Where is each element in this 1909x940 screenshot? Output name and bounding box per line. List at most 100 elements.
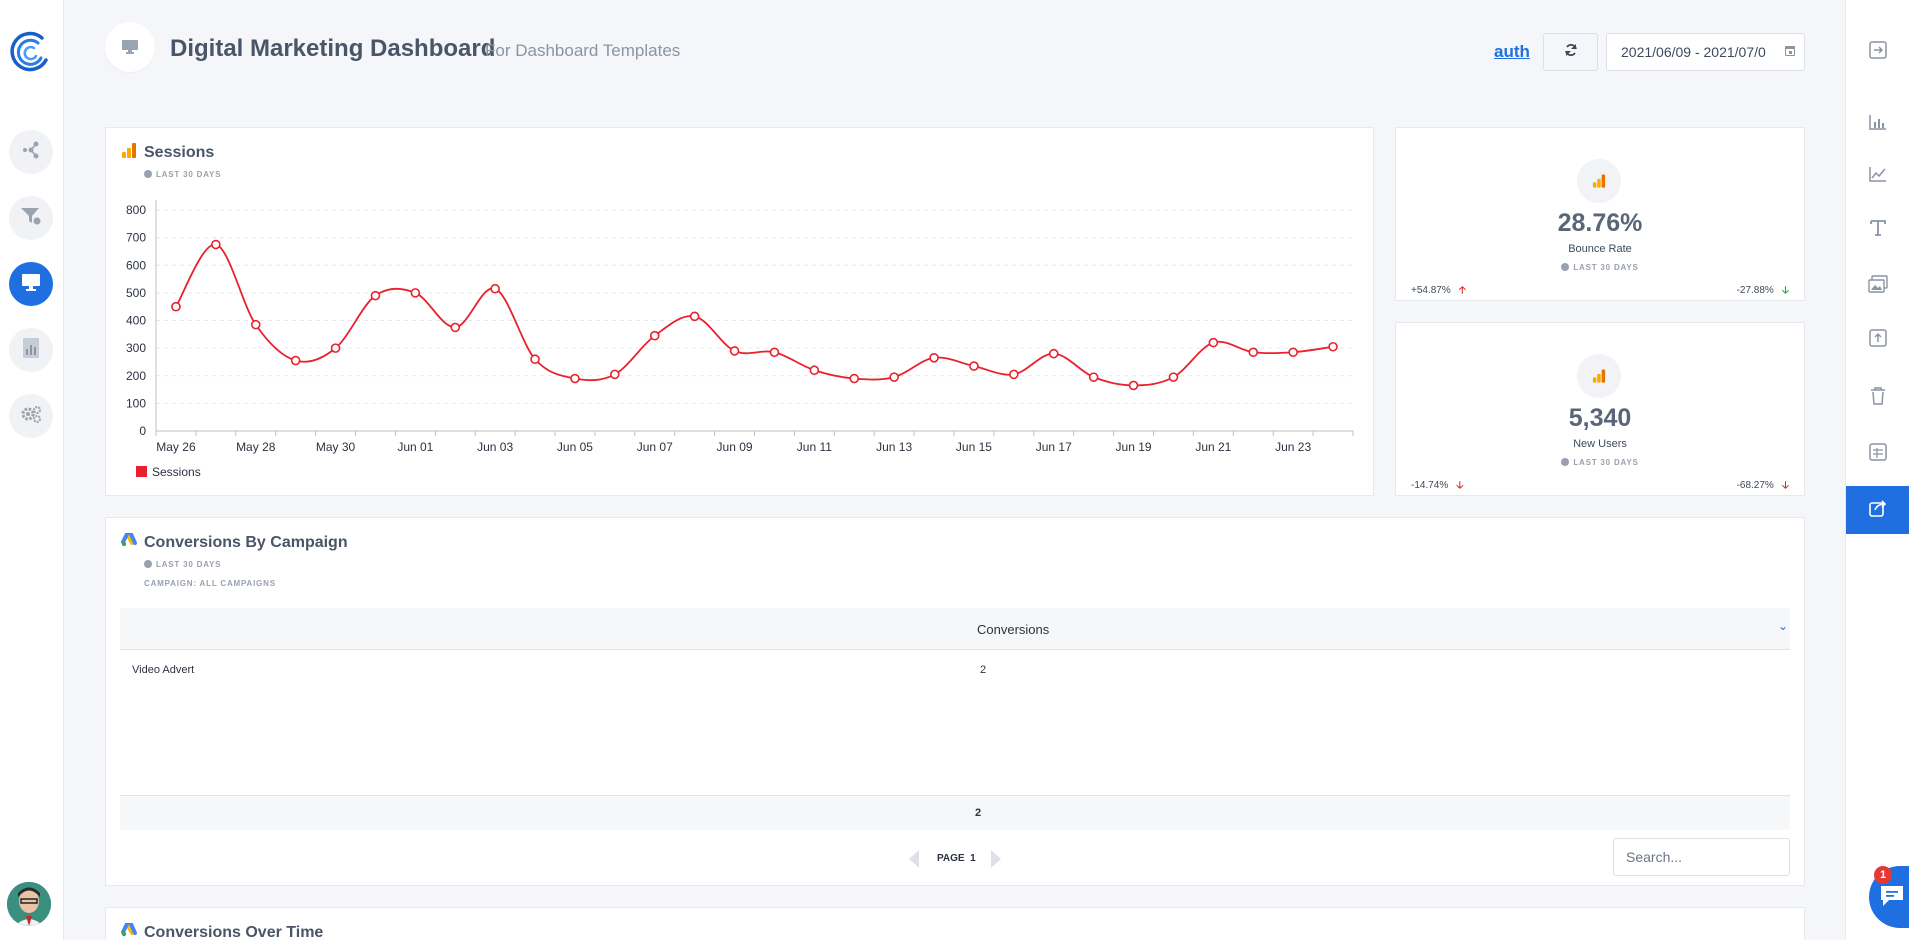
x-tick-label: May 28 (236, 440, 276, 454)
chat-notification-badge: 1 (1874, 866, 1892, 884)
google-ads-icon (121, 532, 137, 552)
data-point (809, 365, 820, 376)
users-delta-left: -14.74% 🡣 (1411, 478, 1463, 495)
add-line-chart-button[interactable] (1846, 152, 1909, 200)
add-text-button[interactable] (1846, 206, 1909, 254)
data-point (490, 283, 500, 294)
globe-icon (1561, 263, 1570, 271)
globe-icon (144, 560, 152, 568)
nav-settings[interactable] (9, 394, 53, 438)
data-point (889, 372, 899, 382)
bounce-delta-right-value: -27.88% (1736, 285, 1774, 296)
add-bar-chart-button[interactable] (1846, 100, 1909, 148)
bounce-rate-period-text: LAST 30 DAYS (1573, 263, 1639, 272)
sessions-card: Sessions LAST 30 DAYS 0 100 200 300 400 500 60… (105, 127, 1374, 496)
y-tick-label: 600 (126, 258, 146, 272)
google-ads-icon (121, 922, 137, 940)
add-table-button[interactable] (1846, 430, 1909, 478)
globe-icon (144, 170, 152, 178)
data-point (649, 330, 660, 341)
bounce-rate-period: LAST 30 DAYS (1396, 263, 1804, 272)
data-point (570, 373, 580, 384)
x-tick-label: Jun 07 (637, 440, 673, 454)
search-input[interactable] (1613, 838, 1790, 876)
sessions-line-chart: 0 100 200 300 400 500 600 700 800 May 26 May 28 May… (126, 200, 1354, 479)
google-analytics-icon (1577, 159, 1621, 203)
data-point (1168, 372, 1179, 382)
table-icon (1868, 442, 1888, 467)
x-tick-label: Jun 09 (717, 440, 753, 454)
y-tick-label: 500 (126, 286, 146, 300)
page-subtitle: For Dashboard Templates (485, 41, 681, 60)
upload-button[interactable] (1846, 316, 1909, 364)
data-point (211, 239, 221, 250)
x-tick-label: Jun 13 (876, 440, 912, 454)
new-users-period-text: LAST 30 DAYS (1573, 458, 1639, 467)
sessions-title: Sessions (144, 144, 215, 161)
y-tick-label: 200 (126, 369, 146, 383)
users-delta-left-value: -14.74% (1411, 480, 1449, 491)
data-point (1009, 369, 1019, 380)
delete-button[interactable] (1846, 374, 1909, 422)
page-title: Digital Marketing Dashboard (170, 35, 496, 62)
bounce-rate-card: 28.76% Bounce Rate LAST 30 DAYS +54.87% 🡡… (1395, 127, 1805, 301)
google-analytics-icon (1577, 354, 1621, 398)
data-point (1128, 380, 1139, 391)
logo-icon[interactable] (8, 30, 52, 74)
avatar[interactable] (7, 882, 51, 926)
nav-connections[interactable] (9, 130, 53, 174)
arrow-down-icon: 🡣 (1456, 480, 1464, 491)
monitor-icon (20, 272, 42, 297)
nav-funnel[interactable] (9, 196, 53, 240)
left-sidebar (0, 0, 64, 940)
share-button[interactable] (1846, 486, 1909, 534)
x-tick-label: Jun 15 (956, 440, 992, 454)
refresh-button[interactable] (1543, 33, 1598, 71)
dashboard-icon (105, 22, 155, 72)
add-image-button[interactable] (1846, 262, 1909, 310)
chevron-down-icon[interactable]: ⌄ (1777, 619, 1788, 633)
prev-page-icon[interactable] (909, 850, 919, 868)
auth-link[interactable]: auth (1494, 42, 1530, 61)
next-page-icon[interactable] (991, 850, 1001, 868)
nav-reports[interactable] (9, 328, 53, 372)
data-point (370, 290, 381, 301)
data-point (1288, 347, 1298, 358)
connections-icon (21, 140, 41, 165)
exit-button[interactable] (1846, 28, 1909, 76)
total-conversions: 2 (975, 807, 982, 819)
y-tick-label: 800 (126, 203, 146, 217)
new-users-card: 5,340 New Users LAST 30 DAYS -14.74% 🡣 -6… (1395, 322, 1805, 496)
nav-dashboards[interactable] (9, 262, 53, 306)
data-point (1208, 337, 1219, 348)
users-delta-right-value: -68.27% (1736, 480, 1774, 491)
conversions-period-text: LAST 30 DAYS (156, 560, 222, 569)
conversions-period: LAST 30 DAYS (144, 560, 221, 569)
new-users-value: 5,340 (1568, 404, 1632, 432)
bounce-rate-value: 28.76% (1557, 209, 1643, 237)
row-conversions: 2 (980, 664, 987, 676)
data-point (290, 355, 301, 366)
y-tick-label: 100 (126, 396, 146, 410)
data-point (530, 354, 540, 364)
calendar-icon (1784, 44, 1796, 60)
upload-icon (1868, 328, 1888, 353)
data-point (171, 301, 181, 312)
data-point (729, 346, 740, 356)
share-icon (1868, 498, 1888, 523)
legend-swatch (136, 466, 147, 477)
bar-chart-icon (1868, 113, 1888, 136)
page-number: 1 (970, 853, 976, 864)
data-point (410, 288, 421, 298)
line-chart-icon (1868, 165, 1888, 188)
bounce-rate-label: Bounce Rate (1568, 243, 1632, 255)
exit-icon (1868, 40, 1888, 65)
column-header-conversions[interactable]: Conversions (977, 622, 1050, 637)
settings-icon (20, 404, 42, 429)
y-tick-label: 300 (126, 341, 146, 355)
data-point (689, 311, 700, 322)
data-point (1088, 372, 1099, 382)
image-icon (1868, 274, 1888, 298)
data-point (250, 319, 261, 330)
date-range-picker[interactable]: 2021/06/09 - 2021/07/0 (1606, 33, 1805, 71)
